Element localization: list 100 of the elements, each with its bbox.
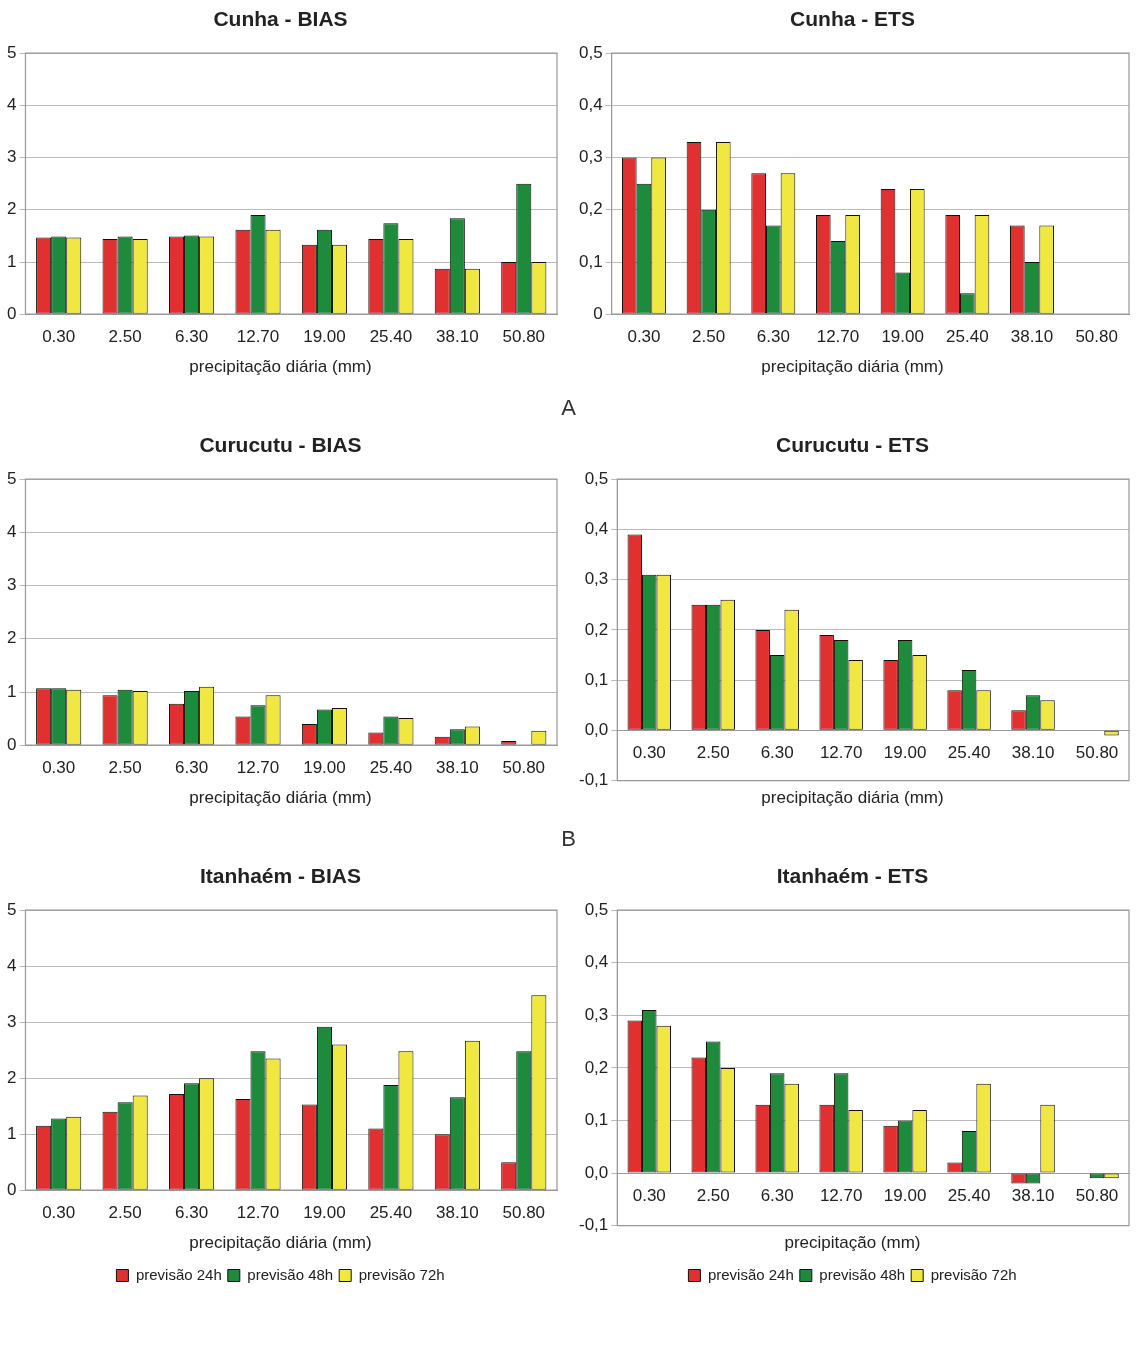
legend-label: previsão 24h bbox=[707, 1265, 794, 1283]
x-tick-label: 19.00 bbox=[881, 327, 924, 347]
y-tick-label: 0,4 bbox=[584, 519, 609, 539]
y-tick-label: 1 bbox=[6, 1123, 17, 1143]
x-tick-label: 0.30 bbox=[42, 327, 76, 347]
x-axis-title: precipitação (mm) bbox=[784, 1233, 921, 1253]
y-tick-label: 0,3 bbox=[578, 147, 603, 167]
x-tick-label: 12.70 bbox=[816, 327, 860, 347]
x-axis-title: precipitação diária (mm) bbox=[761, 357, 944, 377]
y-tick-label: 0,2 bbox=[584, 1057, 609, 1077]
x-tick-label: 50.80 bbox=[1075, 1185, 1119, 1205]
y-tick-label: 0,3 bbox=[584, 569, 609, 589]
y-tick-label: -0,1 bbox=[579, 1215, 609, 1235]
text: B bbox=[561, 826, 576, 852]
x-tick-label: 25.40 bbox=[946, 327, 989, 347]
y-tick-label: 0,1 bbox=[584, 669, 609, 689]
chart-title: Curucutu - BIAS bbox=[199, 433, 362, 457]
y-tick-label: 0,2 bbox=[584, 619, 609, 639]
x-tick-label: 12.70 bbox=[819, 743, 863, 763]
x-tick-label: 12.70 bbox=[819, 1185, 863, 1205]
x-tick-label: 38.10 bbox=[436, 1203, 479, 1223]
y-tick-label: 3 bbox=[6, 575, 17, 595]
y-tick-label: 3 bbox=[6, 1011, 17, 1031]
x-tick-label: 38.10 bbox=[436, 327, 479, 347]
x-tick-label: 12.70 bbox=[236, 1203, 280, 1223]
x-tick-label: 2.50 bbox=[696, 1185, 730, 1205]
x-tick-label: 0.30 bbox=[632, 743, 666, 763]
x-tick-label: 6.30 bbox=[175, 327, 209, 347]
y-tick-label: 1 bbox=[6, 681, 17, 701]
y-tick-label: 4 bbox=[6, 955, 17, 975]
x-tick-label: 2.50 bbox=[108, 758, 142, 778]
y-tick-label: 0,0 bbox=[584, 720, 609, 740]
legend-label: previsão 48h bbox=[247, 1265, 334, 1283]
x-tick-label: 19.00 bbox=[883, 743, 927, 763]
x-tick-label: 19.00 bbox=[883, 1185, 927, 1205]
y-tick-label: 0,3 bbox=[584, 1005, 609, 1025]
x-tick-label: 50.80 bbox=[502, 758, 546, 778]
x-tick-label: 0.30 bbox=[627, 327, 661, 347]
y-tick-label: 5 bbox=[6, 899, 17, 919]
legend-label: previsão 72h bbox=[358, 1265, 445, 1283]
x-tick-label: 50.80 bbox=[502, 1203, 546, 1223]
x-tick-label: 6.30 bbox=[756, 327, 790, 347]
x-tick-label: 2.50 bbox=[108, 1203, 142, 1223]
y-tick-label: 2 bbox=[6, 628, 17, 648]
legend-label: previsão 72h bbox=[930, 1265, 1017, 1283]
x-tick-label: 6.30 bbox=[175, 758, 209, 778]
x-tick-label: 25.40 bbox=[947, 1185, 991, 1205]
x-tick-label: 6.30 bbox=[175, 1203, 209, 1223]
y-tick-label: 0,1 bbox=[578, 251, 603, 271]
y-tick-label: 4 bbox=[6, 522, 17, 542]
x-tick-label: 6.30 bbox=[760, 1185, 794, 1205]
y-tick-label: 0 bbox=[6, 734, 17, 754]
x-tick-label: 0.30 bbox=[42, 758, 76, 778]
y-tick-label: 0,5 bbox=[584, 899, 609, 919]
text: A bbox=[561, 395, 576, 421]
y-tick-label: 3 bbox=[6, 147, 17, 167]
y-tick-label: 0,2 bbox=[578, 199, 603, 219]
chart-title: Cunha - BIAS bbox=[213, 7, 348, 31]
y-tick-label: 0 bbox=[6, 303, 17, 323]
x-tick-label: 2.50 bbox=[696, 743, 730, 763]
y-tick-label: 4 bbox=[6, 95, 17, 115]
chart-title: Itanhaém - BIAS bbox=[199, 864, 362, 888]
chart-title: Itanhaém - ETS bbox=[776, 864, 929, 888]
x-tick-label: 0.30 bbox=[42, 1203, 76, 1223]
x-tick-label: 38.10 bbox=[1011, 1185, 1055, 1205]
legend-label: previsão 24h bbox=[135, 1265, 222, 1283]
x-tick-label: 6.30 bbox=[760, 743, 794, 763]
x-tick-label: 12.70 bbox=[236, 758, 280, 778]
y-tick-label: 2 bbox=[6, 1067, 17, 1087]
x-tick-label: 25.40 bbox=[369, 1203, 413, 1223]
y-tick-label: 0,5 bbox=[584, 468, 609, 488]
x-tick-label: 2.50 bbox=[108, 327, 142, 347]
x-tick-label: 2.50 bbox=[692, 327, 726, 347]
y-tick-label: 5 bbox=[6, 42, 17, 62]
y-tick-label: 1 bbox=[6, 251, 17, 271]
x-tick-label: 50.80 bbox=[502, 327, 546, 347]
x-tick-label: 38.10 bbox=[1010, 327, 1054, 347]
x-tick-label: 50.80 bbox=[1075, 743, 1119, 763]
y-tick-label: 0,1 bbox=[584, 1110, 609, 1130]
legend-label: previsão 48h bbox=[819, 1265, 906, 1283]
y-tick-label: 0,4 bbox=[584, 952, 609, 972]
x-tick-label: 25.40 bbox=[947, 743, 991, 763]
x-axis-title: precipitação diária (mm) bbox=[761, 788, 944, 808]
x-tick-label: 12.70 bbox=[236, 327, 280, 347]
x-tick-label: 0.30 bbox=[632, 1185, 666, 1205]
chart-title: Curucutu - ETS bbox=[776, 433, 929, 457]
x-tick-label: 38.10 bbox=[436, 758, 479, 778]
y-tick-label: 2 bbox=[6, 199, 17, 219]
y-tick-label: 0 bbox=[6, 1179, 17, 1199]
y-tick-label: 0,4 bbox=[578, 95, 603, 115]
y-tick-label: 5 bbox=[6, 468, 17, 488]
x-tick-label: 25.40 bbox=[369, 327, 413, 347]
x-tick-label: 38.10 bbox=[1011, 743, 1055, 763]
x-axis-title: precipitação diária (mm) bbox=[189, 1233, 372, 1253]
x-tick-label: 19.00 bbox=[303, 327, 346, 347]
x-tick-label: 25.40 bbox=[369, 758, 413, 778]
x-tick-label: 19.00 bbox=[303, 1203, 346, 1223]
y-tick-label: 0,5 bbox=[578, 42, 603, 62]
y-tick-label: 0 bbox=[593, 303, 603, 323]
y-tick-label: 0,0 bbox=[584, 1162, 609, 1182]
